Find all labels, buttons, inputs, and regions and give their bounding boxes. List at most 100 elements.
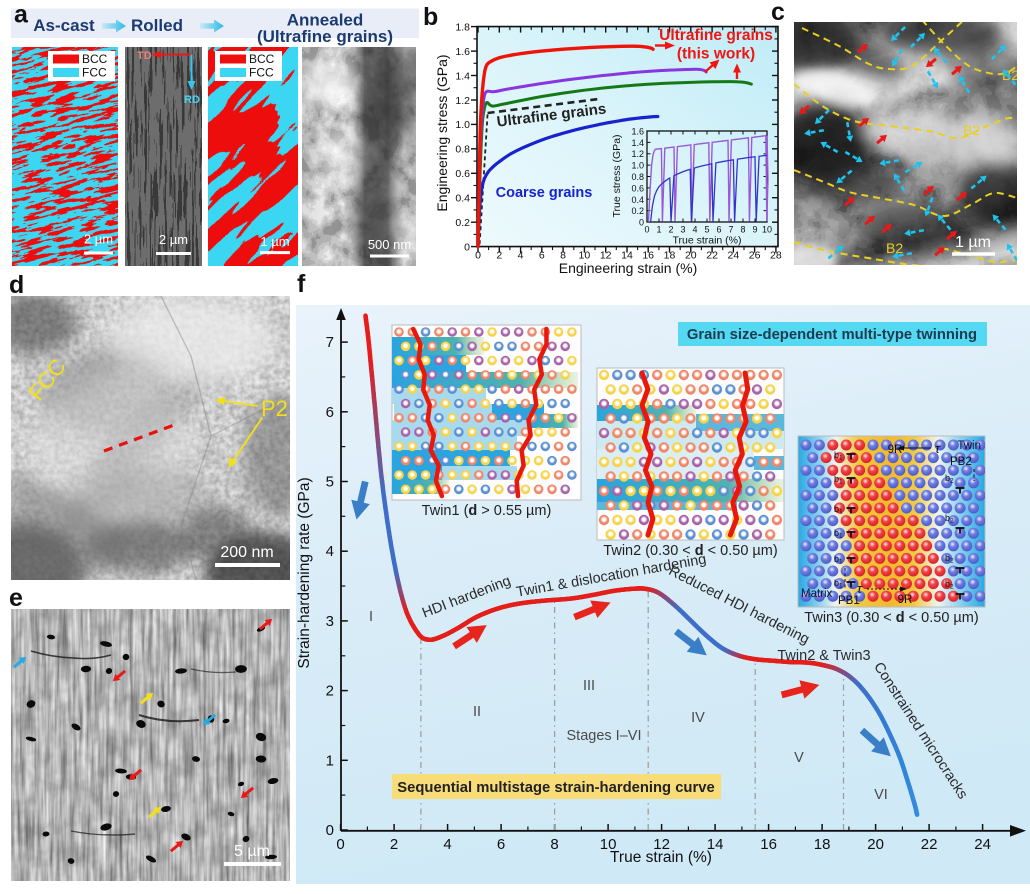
svg-text:0.4: 0.4	[631, 195, 644, 205]
svg-text:FCC: FCC	[82, 66, 107, 80]
svg-text:2: 2	[496, 250, 502, 262]
svg-text:1.6: 1.6	[455, 46, 470, 58]
svg-text:0: 0	[464, 241, 470, 253]
svg-text:PB2: PB2	[950, 456, 972, 468]
svg-text:4: 4	[692, 225, 697, 235]
svg-text:0.6: 0.6	[455, 168, 470, 180]
svg-text:1: 1	[326, 752, 334, 769]
svg-text:f: f	[297, 270, 306, 298]
svg-text:4: 4	[518, 250, 524, 262]
svg-text:0: 0	[475, 250, 481, 262]
svg-text:B2: B2	[963, 122, 980, 138]
svg-text:Stages I–VI: Stages I–VI	[567, 728, 642, 744]
svg-text:28: 28	[770, 250, 782, 262]
svg-text:4: 4	[326, 543, 334, 560]
svg-text:6: 6	[539, 250, 545, 262]
svg-text:22: 22	[921, 836, 938, 853]
svg-text:2 µm: 2 µm	[159, 232, 188, 247]
svg-text:Engineering stress (GPa): Engineering stress (GPa)	[434, 54, 450, 211]
svg-text:1 µm: 1 µm	[955, 234, 991, 251]
svg-text:3: 3	[326, 613, 334, 630]
svg-text:1.0: 1.0	[631, 161, 644, 171]
svg-text:0: 0	[336, 836, 344, 853]
svg-text:As-cast: As-cast	[33, 16, 95, 35]
svg-text:9R: 9R	[898, 594, 913, 606]
svg-text:2: 2	[668, 225, 673, 235]
svg-text:24: 24	[974, 836, 991, 853]
svg-text:Rolled: Rolled	[131, 16, 183, 35]
svg-text:0.8: 0.8	[455, 144, 470, 156]
svg-text:7: 7	[728, 225, 733, 235]
svg-text:Coarse grains: Coarse grains	[496, 185, 593, 201]
svg-text:0: 0	[644, 225, 649, 235]
svg-text:RD: RD	[184, 94, 200, 106]
svg-text:0: 0	[326, 822, 334, 839]
svg-text:1: 1	[656, 225, 661, 235]
svg-text:True stress (GPa): True stress (GPa)	[611, 134, 623, 217]
svg-text:6: 6	[497, 836, 505, 853]
svg-text:5 µm: 5 µm	[234, 843, 270, 860]
svg-text:Grain size-dependent multi-ty: Grain size-dependent multi-type twinning	[687, 327, 977, 343]
svg-text:1.8: 1.8	[455, 21, 470, 33]
svg-text:IV: IV	[691, 710, 705, 726]
svg-text:b: b	[423, 3, 438, 31]
svg-text:(this work): (this work)	[677, 46, 755, 63]
svg-text:9: 9	[752, 225, 757, 235]
svg-text:PB1: PB1	[838, 595, 860, 607]
svg-text:2: 2	[326, 683, 334, 700]
svg-text:Ultrafine grains: Ultrafine grains	[659, 27, 773, 44]
svg-text:Matrix: Matrix	[801, 588, 833, 600]
svg-text:500 nm: 500 nm	[368, 237, 411, 252]
svg-text:e: e	[9, 584, 23, 612]
svg-text:Sequential multistage strain-h: Sequential multistage strain-hardening c…	[397, 780, 714, 796]
svg-text:Twin3 (0.30 < d < 0.50 µm): Twin3 (0.30 < d < 0.50 µm)	[804, 610, 978, 626]
svg-text:6: 6	[326, 404, 334, 421]
svg-text:6: 6	[716, 225, 721, 235]
svg-text:True strain (%): True strain (%)	[610, 849, 712, 866]
svg-text:1.0: 1.0	[455, 119, 470, 131]
svg-text:I: I	[369, 609, 373, 625]
svg-text:0: 0	[639, 218, 644, 228]
svg-text:1 µm: 1 µm	[260, 234, 289, 249]
svg-text:1.4: 1.4	[455, 70, 470, 82]
svg-text:2 µm: 2 µm	[84, 232, 113, 247]
svg-text:2: 2	[390, 836, 398, 853]
svg-text:Twin2 (0.30 < d < 0.50 µm): Twin2 (0.30 < d < 0.50 µm)	[603, 543, 777, 559]
svg-text:0.8: 0.8	[631, 172, 644, 182]
svg-text:24: 24	[728, 250, 740, 262]
svg-text:Twin1 (d > 0.55 µm): Twin1 (d > 0.55 µm)	[422, 503, 552, 519]
svg-text:1.2: 1.2	[455, 95, 470, 107]
svg-text:(Ultrafine grains): (Ultrafine grains)	[257, 27, 393, 46]
svg-text:1.2: 1.2	[631, 149, 644, 159]
svg-text:c: c	[771, 0, 785, 26]
svg-text:20: 20	[867, 836, 884, 853]
svg-text:B2: B2	[886, 240, 903, 256]
svg-text:Strain-hardening rate (GPa): Strain-hardening rate (GPa)	[296, 477, 313, 668]
svg-text:1.6: 1.6	[631, 127, 644, 137]
svg-text:16: 16	[760, 836, 777, 853]
svg-text:1.4: 1.4	[631, 138, 644, 148]
svg-text:Engineering strain (%): Engineering strain (%)	[559, 260, 698, 276]
svg-text:d: d	[9, 271, 24, 299]
svg-text:Twin: Twin	[957, 440, 981, 452]
svg-text:0.2: 0.2	[455, 217, 470, 229]
svg-text:9R: 9R	[888, 444, 903, 456]
svg-text:TD: TD	[137, 50, 152, 62]
svg-text:3: 3	[680, 225, 685, 235]
svg-text:8: 8	[740, 225, 745, 235]
svg-text:a: a	[14, 1, 29, 29]
svg-text:7: 7	[326, 334, 334, 351]
svg-text:VI: VI	[874, 787, 888, 803]
svg-text:BCC: BCC	[249, 52, 275, 66]
svg-text:8: 8	[550, 836, 558, 853]
svg-text:10: 10	[762, 225, 772, 235]
svg-text:200 nm: 200 nm	[220, 544, 273, 561]
svg-text:II: II	[473, 704, 481, 720]
svg-text:III: III	[583, 678, 595, 694]
svg-text:True strain (%): True strain (%)	[672, 235, 741, 247]
svg-text:V: V	[794, 750, 804, 766]
svg-text:FCC: FCC	[249, 66, 274, 80]
svg-text:18: 18	[814, 836, 831, 853]
svg-text:5: 5	[326, 474, 334, 491]
svg-text:P2: P2	[261, 396, 288, 421]
